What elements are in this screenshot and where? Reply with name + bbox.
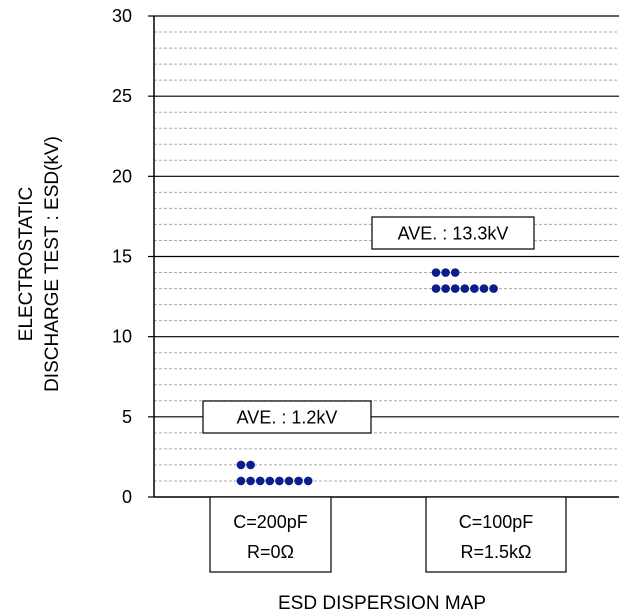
average-annotation-label: AVE. : 1.2kV	[237, 408, 338, 428]
data-point	[450, 268, 460, 277]
y-tick-labels: 0 5 10 15 20 25 30	[112, 6, 154, 507]
y-tick-label: 10	[112, 327, 132, 347]
data-point	[431, 284, 441, 293]
category-label-line-1: C=200pF	[233, 512, 308, 532]
category-label-line-1: C=100pF	[459, 512, 534, 532]
category-label-line-2: R=1.5kΩ	[461, 542, 532, 562]
category-boxes: C=200pF R=0Ω C=100pF R=1.5kΩ	[209, 496, 567, 573]
average-annotation-label: AVE. : 13.3kV	[398, 224, 509, 244]
x-axis-label: ESD DISPERSION MAP	[278, 593, 486, 614]
y-axis-label-line-1: ELECTROSTATIC	[16, 187, 37, 341]
average-annotations: AVE. : 1.2kV AVE. : 13.3kV	[202, 216, 535, 434]
data-point	[441, 268, 450, 277]
data-point	[460, 284, 470, 293]
y-tick-label: 25	[112, 86, 132, 106]
data-point	[265, 476, 275, 486]
y-tick-label: 0	[122, 487, 132, 507]
data-point	[470, 284, 479, 293]
data-point	[236, 476, 246, 486]
data-point	[284, 476, 294, 486]
data-point	[294, 476, 303, 486]
y-tick-label: 30	[112, 6, 132, 26]
data-point	[275, 476, 284, 486]
category-box	[209, 496, 332, 573]
average-annotation-box	[371, 216, 535, 250]
category-label-line-2: R=0Ω	[247, 542, 294, 562]
data-markers	[236, 268, 498, 486]
y-tick-label: 20	[112, 166, 132, 186]
y-axis-label-line-2: DISCHARGE TEST : ESD(kV)	[42, 136, 63, 392]
data-point	[450, 284, 460, 293]
category-box	[425, 496, 567, 573]
data-point	[479, 284, 489, 293]
data-point	[441, 284, 450, 293]
data-point	[255, 476, 265, 486]
data-point	[303, 476, 313, 486]
data-point	[246, 476, 255, 486]
data-point	[246, 460, 255, 470]
data-point	[489, 284, 498, 293]
y-tick-label: 5	[122, 407, 132, 427]
data-point	[236, 460, 246, 470]
y-tick-label: 15	[112, 247, 132, 267]
average-annotation-box	[202, 400, 372, 434]
data-point	[431, 268, 441, 277]
